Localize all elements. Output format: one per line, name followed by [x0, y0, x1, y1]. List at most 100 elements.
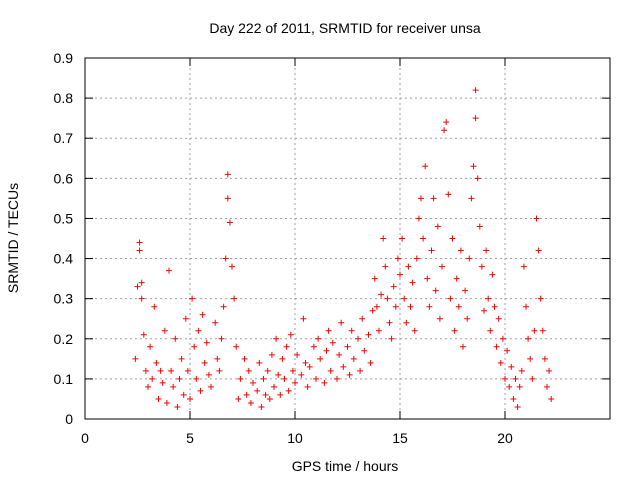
data-point	[531, 327, 538, 334]
data-point	[478, 263, 485, 270]
data-point	[472, 87, 479, 94]
data-point	[483, 247, 490, 254]
data-point	[182, 315, 189, 322]
data-point	[394, 255, 401, 262]
data-point	[260, 375, 267, 382]
data-point	[502, 375, 508, 382]
data-point	[302, 359, 309, 366]
data-point	[134, 283, 141, 290]
data-point	[445, 191, 452, 198]
y-tick-label: 0	[65, 411, 73, 427]
y-tick-labels: 0 0.1 0.2 0.3 0.4 0.5 0.6 0.7 0.8 0.9	[54, 50, 74, 427]
data-point	[310, 343, 317, 350]
data-point	[275, 371, 282, 378]
data-point	[294, 351, 301, 358]
data-point	[388, 335, 395, 342]
data-point	[321, 379, 328, 386]
data-point	[432, 287, 439, 294]
data-point	[304, 383, 311, 390]
data-point	[344, 343, 351, 350]
data-point	[245, 367, 252, 374]
data-point	[361, 347, 368, 354]
data-point	[506, 383, 513, 390]
data-point	[155, 395, 162, 402]
data-point	[472, 115, 479, 122]
data-point	[384, 295, 391, 302]
data-point	[510, 395, 517, 402]
data-point	[348, 327, 355, 334]
data-point	[373, 303, 380, 310]
data-point	[140, 331, 147, 338]
data-point	[285, 387, 292, 394]
data-point	[289, 367, 296, 374]
data-point	[403, 319, 410, 326]
data-point	[199, 311, 206, 318]
data-point	[231, 295, 238, 302]
data-point	[399, 235, 406, 242]
data-point	[535, 247, 542, 254]
data-point	[491, 303, 498, 310]
data-point	[397, 271, 403, 278]
data-point	[407, 303, 414, 310]
data-point	[153, 359, 160, 366]
data-point	[277, 391, 284, 398]
data-point	[346, 371, 353, 378]
x-tick-label: 20	[497, 430, 513, 446]
data-point	[455, 303, 462, 310]
data-point	[489, 271, 496, 278]
data-point	[409, 279, 416, 286]
data-point	[168, 367, 175, 374]
data-point	[451, 327, 458, 334]
data-point	[235, 395, 242, 402]
data-point	[523, 303, 529, 310]
data-point	[189, 295, 196, 302]
data-point	[541, 355, 548, 362]
data-point	[334, 375, 340, 382]
data-point	[520, 263, 527, 270]
data-point	[355, 335, 361, 342]
axis-ticks	[84, 57, 610, 420]
data-point	[266, 395, 273, 402]
data-point	[256, 359, 263, 366]
data-point	[386, 319, 393, 326]
data-point	[279, 355, 286, 362]
data-point	[340, 363, 347, 370]
data-point	[405, 263, 412, 270]
x-tick-label: 15	[392, 430, 408, 446]
data-point	[195, 327, 202, 334]
data-point	[508, 363, 515, 370]
data-point	[222, 255, 229, 262]
data-point	[548, 395, 555, 402]
y-axis-title: SRMTID / TECUs	[5, 183, 21, 293]
data-point	[476, 223, 483, 230]
data-point	[518, 367, 525, 374]
data-point	[390, 283, 397, 290]
data-point	[191, 343, 198, 350]
data-point	[151, 303, 158, 310]
y-tick-label: 0.8	[54, 90, 74, 106]
y-tick-label: 0.5	[54, 210, 74, 226]
data-point	[481, 307, 487, 314]
data-point	[338, 319, 345, 326]
data-point	[142, 367, 149, 374]
data-point	[315, 335, 322, 342]
data-point	[453, 275, 460, 282]
data-point	[537, 295, 544, 302]
data-point	[359, 315, 366, 322]
data-point	[283, 343, 290, 350]
data-point	[415, 215, 422, 222]
data-point	[271, 383, 277, 390]
data-point	[262, 391, 269, 398]
data-point	[464, 315, 471, 322]
data-point	[325, 327, 332, 334]
data-point	[264, 367, 271, 374]
y-tick-label: 0.1	[54, 371, 74, 387]
data-point	[516, 383, 523, 390]
data-point	[418, 195, 424, 202]
data-point	[180, 391, 187, 398]
data-point	[287, 331, 294, 338]
data-point	[422, 163, 429, 170]
